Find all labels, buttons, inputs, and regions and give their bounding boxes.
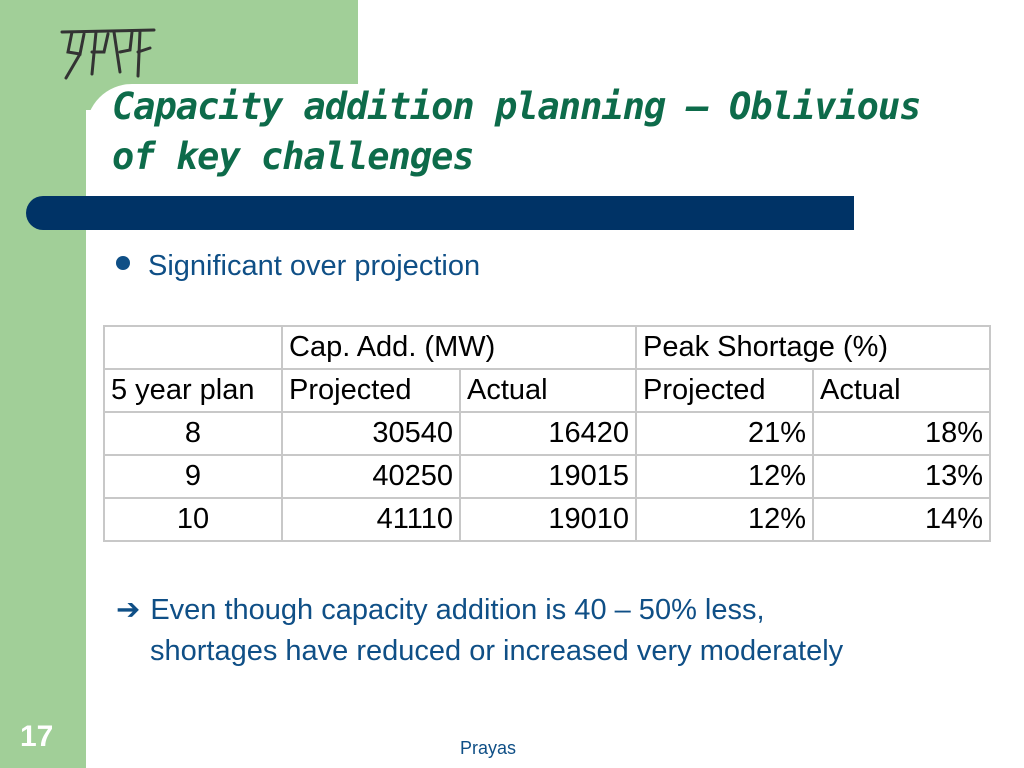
bullet-text: Significant over projection — [148, 250, 481, 282]
bullet-point: Significant over projection — [116, 248, 480, 284]
slide-number: 17 — [20, 720, 54, 753]
table-corner-cell — [103, 325, 283, 370]
title-divider-bar — [26, 196, 854, 230]
cap-projected-cell: 41110 — [281, 497, 461, 542]
capacity-table: Cap. Add. (MW) Peak Shortage (%) 5 year … — [103, 325, 991, 542]
shortage-projected-cell: 12% — [635, 497, 814, 542]
title-line-1: Capacity addition planning – Oblivious — [112, 85, 921, 128]
cap-projected-cell: 30540 — [281, 411, 461, 456]
conclusion-line-2: shortages have reduced or increased very… — [150, 635, 844, 667]
shortage-projected-cell: 12% — [635, 454, 814, 499]
cap-actual-cell: 19015 — [459, 454, 637, 499]
cap-add-header: Cap. Add. (MW) — [281, 325, 637, 370]
bullet-dot-icon — [116, 256, 130, 270]
footer-text: Prayas — [460, 738, 517, 758]
plan-cell: 9 — [103, 454, 283, 499]
right-arrow-icon: ➔ — [116, 594, 141, 626]
shortage-projected-header: Projected — [635, 368, 814, 413]
conclusion-line-1: Even though capacity addition is 40 – 50… — [150, 594, 765, 626]
cap-actual-cell: 19010 — [459, 497, 637, 542]
cap-actual-header: Actual — [459, 368, 637, 413]
prayas-logo — [60, 28, 156, 80]
table-row: 8 30540 16420 21% 18% — [103, 411, 991, 456]
table-group-header-row: Cap. Add. (MW) Peak Shortage (%) — [103, 325, 991, 370]
shortage-actual-cell: 18% — [812, 411, 991, 456]
content-corner — [86, 84, 386, 204]
cap-actual-cell: 16420 — [459, 411, 637, 456]
cap-projected-header: Projected — [281, 368, 461, 413]
shortage-actual-header: Actual — [812, 368, 991, 413]
conclusion-text: ➔ Even though capacity addition is 40 – 5… — [116, 590, 996, 672]
plan-cell: 8 — [103, 411, 283, 456]
table-row: 10 41110 19010 12% 14% — [103, 497, 991, 542]
plan-cell: 10 — [103, 497, 283, 542]
title-line-2: of key challenges — [112, 135, 475, 178]
shortage-projected-cell: 21% — [635, 411, 814, 456]
plan-header: 5 year plan — [103, 368, 283, 413]
left-green-band — [0, 0, 86, 768]
peak-shortage-header: Peak Shortage (%) — [635, 325, 991, 370]
table-sub-header-row: 5 year plan Projected Actual Projected A… — [103, 368, 991, 413]
slide-title: Capacity addition planning – Oblivious o… — [112, 82, 1012, 182]
shortage-actual-cell: 13% — [812, 454, 991, 499]
table-row: 9 40250 19015 12% 13% — [103, 454, 991, 499]
cap-projected-cell: 40250 — [281, 454, 461, 499]
shortage-actual-cell: 14% — [812, 497, 991, 542]
